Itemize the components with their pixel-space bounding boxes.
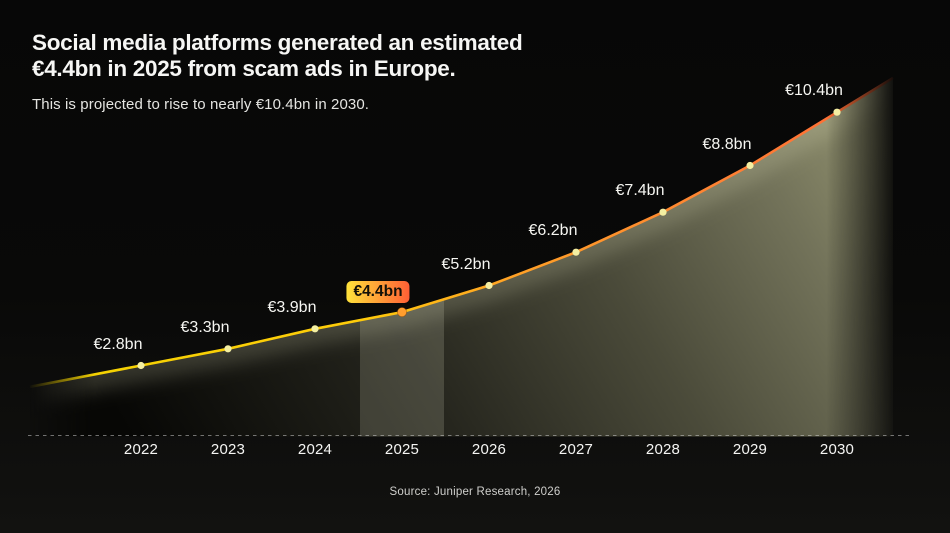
data-point-dot bbox=[485, 281, 493, 290]
data-point-dot bbox=[311, 325, 319, 333]
source-credit: Source: Juniper Research, 2026 bbox=[389, 486, 561, 498]
data-point-dot bbox=[572, 248, 580, 256]
area-fill bbox=[30, 77, 893, 437]
data-point-dot bbox=[746, 161, 754, 170]
chart-title-line2: €4.4bn in 2025 from scam ads in Europe. bbox=[32, 56, 456, 81]
data-point-dot bbox=[137, 361, 145, 370]
highlight-data-point-dot bbox=[396, 307, 407, 318]
chart-subtitle: This is projected to rise to nearly €10.… bbox=[32, 96, 370, 113]
highlight-band-2025 bbox=[360, 200, 444, 437]
chart-title-line1: Social media platforms generated an esti… bbox=[32, 30, 523, 55]
data-point-dot bbox=[833, 108, 841, 116]
data-point-dot bbox=[659, 208, 667, 216]
data-point-dot bbox=[224, 345, 232, 353]
chart-header: Social media platforms generated an esti… bbox=[32, 30, 523, 113]
